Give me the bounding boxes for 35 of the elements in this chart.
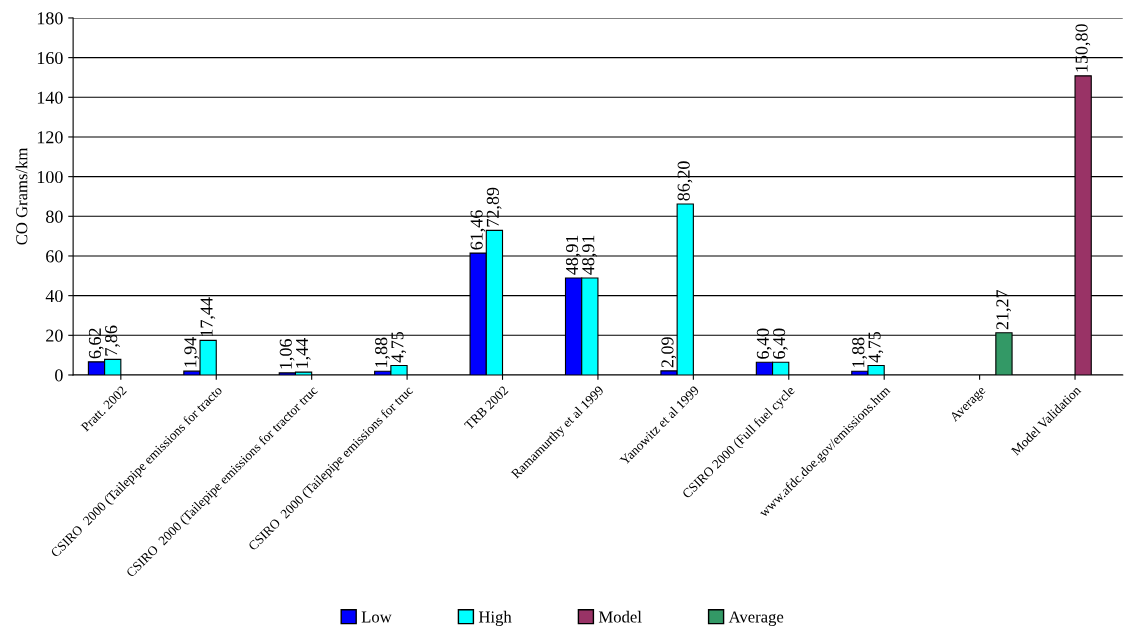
y-tick-label: 160 <box>37 51 63 65</box>
data-label: 6,62 <box>88 328 104 359</box>
y-tick-label: 100 <box>37 170 63 184</box>
data-label: 48,91 <box>582 235 597 275</box>
y-tick-label: 60 <box>46 250 63 263</box>
legend-label: High <box>478 610 512 626</box>
data-label: 48,91 <box>565 235 581 275</box>
y-tick-label: 180 <box>37 12 63 25</box>
data-label: 1,06 <box>279 339 295 369</box>
data-label: 6,40 <box>756 328 772 359</box>
data-label: 72,89 <box>486 187 502 227</box>
y-tick-label: 40 <box>45 289 63 303</box>
data-label: 86,20 <box>677 161 693 201</box>
y-tick-label: 140 <box>37 91 63 104</box>
data-label: 1,88 <box>375 337 390 367</box>
y-tick-label: 20 <box>46 329 63 342</box>
data-label: 4,75 <box>868 331 884 363</box>
y-tick-label: 80 <box>46 210 63 223</box>
data-label: 150,80 <box>1075 24 1091 72</box>
y-tick-label: 120 <box>37 131 63 144</box>
y-axis-title: CO Grams/km <box>15 147 28 245</box>
data-label: 7,86 <box>105 325 120 356</box>
data-label: 61,46 <box>470 210 486 250</box>
legend-label: Low <box>361 611 392 623</box>
data-label: 17,44 <box>200 297 216 337</box>
data-label: 1,44 <box>295 338 311 368</box>
data-label: 1,94 <box>184 337 200 367</box>
y-tick-label: 0 <box>55 369 63 382</box>
data-label: 6,40 <box>773 328 788 359</box>
data-label: 2,09 <box>661 337 677 368</box>
data-label: 4,75 <box>391 331 407 363</box>
legend-label: Model <box>598 610 642 623</box>
data-label: 1,88 <box>852 337 867 367</box>
data-label: 21,27 <box>996 289 1012 330</box>
legend-label: Average <box>728 611 784 626</box>
